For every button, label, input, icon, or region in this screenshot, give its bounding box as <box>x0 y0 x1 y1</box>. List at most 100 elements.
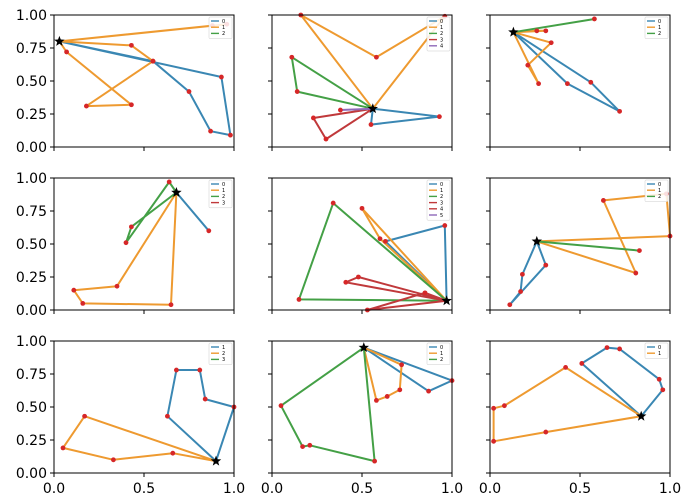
legend: 012 <box>208 16 233 39</box>
node-point <box>202 396 208 402</box>
node-point <box>307 442 313 448</box>
route-4 <box>339 107 373 111</box>
node-point <box>174 367 179 373</box>
node-point <box>372 458 377 464</box>
y-tick-label: 0.50 <box>16 237 47 253</box>
x-tick-label: 1.0 <box>659 481 681 497</box>
legend-box <box>426 179 451 221</box>
node-point <box>601 198 606 203</box>
legend-label: 1 <box>222 345 225 351</box>
axes-frame <box>271 340 453 474</box>
node-point <box>397 387 403 393</box>
node-point <box>617 346 622 352</box>
depot-star <box>508 26 519 37</box>
y-tick-label: 1.00 <box>16 171 47 187</box>
legend-label: 2 <box>222 351 225 357</box>
legend: 012 <box>644 16 669 39</box>
node-point <box>71 287 77 293</box>
node-point <box>491 438 496 444</box>
x-tick-label: 0.0 <box>261 481 283 497</box>
legend: 012 <box>644 179 669 202</box>
depot-star <box>441 295 452 306</box>
y-tick-label: 0.75 <box>16 41 47 57</box>
node-point <box>588 79 594 85</box>
legend: 123 <box>208 342 233 365</box>
node-point <box>166 179 172 185</box>
legend-label: 0 <box>222 19 225 25</box>
node-point <box>114 283 120 289</box>
route-1 <box>536 192 671 274</box>
node-point <box>228 132 233 138</box>
route-1 <box>361 207 448 302</box>
depot-star <box>171 187 182 197</box>
subplot-5: 012 <box>486 177 673 314</box>
node-point <box>374 398 379 403</box>
x-tick-label: 0.5 <box>133 481 155 497</box>
node-point <box>437 114 442 120</box>
route-3 <box>344 276 447 302</box>
node-point <box>422 290 428 296</box>
y-tick-label: 0.25 <box>16 107 47 123</box>
node-point <box>543 262 549 268</box>
route-2 <box>280 346 376 463</box>
node-point <box>633 270 639 276</box>
route-1 <box>492 366 642 443</box>
y-tick-label: 0.75 <box>16 204 47 220</box>
node-point <box>123 240 129 246</box>
legend-label: 3 <box>222 357 225 363</box>
node-point <box>150 58 156 64</box>
node-point <box>368 122 374 127</box>
y-tick-label: 0.00 <box>16 466 47 482</box>
node-point <box>377 236 383 242</box>
node-point <box>289 54 295 60</box>
node-point <box>579 361 585 366</box>
legend-label: 1 <box>440 351 443 357</box>
y-tick-label: 0.25 <box>16 270 47 286</box>
node-point <box>359 205 365 211</box>
node-point <box>617 108 622 114</box>
legend-label: 3 <box>222 200 225 206</box>
x-tick-label: 0.5 <box>351 481 373 497</box>
legend-label: 1 <box>658 351 661 357</box>
node-point <box>64 49 69 55</box>
node-point <box>563 365 568 370</box>
node-point <box>294 89 300 94</box>
node-point <box>206 228 212 234</box>
x-tick-label: 0.0 <box>43 481 65 497</box>
depot-star <box>531 235 543 246</box>
axes-frame <box>271 177 453 311</box>
legend-label: 2 <box>440 357 443 363</box>
node-point <box>323 136 329 142</box>
node-point <box>300 444 305 449</box>
node-point <box>543 28 549 34</box>
route-0 <box>508 241 547 306</box>
node-point <box>168 302 174 308</box>
y-tick-label: 0.00 <box>16 303 47 319</box>
route-1 <box>58 23 228 108</box>
route-4 <box>366 291 447 311</box>
route-2 <box>298 202 448 302</box>
node-point <box>356 274 361 280</box>
y-tick-label: 0.50 <box>16 74 47 90</box>
x-tick-label: 0.0 <box>479 481 501 497</box>
node-point <box>330 200 336 206</box>
node-point <box>534 28 540 34</box>
node-point <box>384 394 390 399</box>
legend-label: 1 <box>222 25 225 31</box>
node-point <box>536 81 541 87</box>
route-3 <box>312 107 374 141</box>
legend-box <box>426 16 451 52</box>
route-0 <box>370 107 441 126</box>
legend: 01 <box>644 342 669 359</box>
node-point <box>507 302 513 308</box>
node-point <box>656 376 662 382</box>
legend-label: 0 <box>658 182 661 188</box>
node-point <box>343 279 349 285</box>
axes-frame <box>271 14 453 148</box>
legend-label: 1 <box>440 25 443 31</box>
legend-box <box>208 179 233 209</box>
